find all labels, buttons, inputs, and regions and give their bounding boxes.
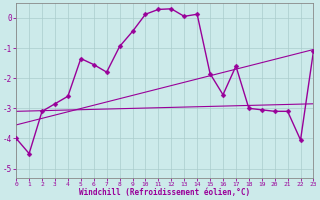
- X-axis label: Windchill (Refroidissement éolien,°C): Windchill (Refroidissement éolien,°C): [79, 188, 250, 197]
